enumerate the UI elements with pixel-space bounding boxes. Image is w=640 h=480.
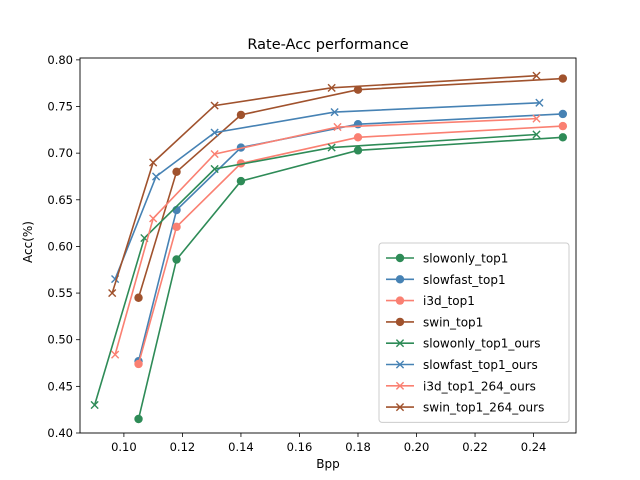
data-point-slowfast_top1_ours-3 <box>330 108 339 117</box>
legend-entry-swin_top1_264_ours: swin_top1_264_ours <box>386 401 544 415</box>
data-point-swin_top1_264_ours-2 <box>210 101 219 110</box>
y-tick-label: 0.75 <box>47 100 73 114</box>
y-axis-label: Acc(%) <box>21 221 35 263</box>
legend-entry-slowfast_top1_ours: slowfast_top1_ours <box>386 358 538 372</box>
legend-swatch-marker <box>395 275 405 284</box>
data-point-slowfast_top1_ours-2 <box>210 128 219 137</box>
legend-swatch-marker <box>395 381 405 390</box>
legend-label: swin_top1 <box>423 315 483 329</box>
y-tick-label: 0.45 <box>47 379 73 393</box>
legend-swatch-marker <box>395 403 405 412</box>
x-tick-label: 0.16 <box>287 440 313 454</box>
legend-entry-slowfast_top1: slowfast_top1 <box>386 273 506 287</box>
data-point-slowonly_top1-3 <box>353 146 363 155</box>
legend-label: slowonly_top1 <box>423 252 508 266</box>
data-point-slowonly_top1-0 <box>134 414 143 424</box>
data-point-swin_top1-3 <box>353 85 363 94</box>
data-point-slowonly_top1_ours-2 <box>210 164 219 174</box>
legend-label: swin_top1_264_ours <box>423 401 544 415</box>
data-point-i3d_top1-0 <box>134 359 143 369</box>
data-point-slowonly_top1-1 <box>172 255 181 264</box>
data-point-i3d_top1-4 <box>558 121 568 131</box>
legend-entry-i3d_top1_264_ours: i3d_top1_264_ours <box>386 379 536 393</box>
chart-title: Rate-Acc performance <box>247 37 408 53</box>
x-tick-label: 0.10 <box>111 440 137 454</box>
data-point-i3d_top1_264_ours-1 <box>149 214 158 223</box>
data-point-swin_top1_264_ours-4 <box>532 71 541 80</box>
series-swin_top1_264_ours <box>108 71 541 298</box>
legend-entry-i3d_top1: i3d_top1 <box>386 294 475 308</box>
legend-swatch-marker <box>395 360 405 369</box>
legend-label: i3d_top1_264_ours <box>423 379 536 393</box>
data-point-i3d_top1_264_ours-4 <box>532 114 541 123</box>
x-tick-label: 0.14 <box>228 440 254 454</box>
data-point-i3d_top1-1 <box>172 222 181 232</box>
series-swin_top1 <box>134 74 568 302</box>
legend-swatch-marker <box>395 339 405 348</box>
y-tick-label: 0.50 <box>47 333 73 347</box>
legend-swatch-marker <box>395 296 405 305</box>
x-axis-label: Bpp <box>316 457 339 471</box>
legend: slowonly_top1 slowfast_top1 i3d_top1 swin_t… <box>378 242 570 423</box>
legend-label: slowfast_top1 <box>423 273 506 287</box>
plot-area: 0.10 0.12 0.14 0.16 0.18 0.20 0.22 0.24 0.40 0.45… <box>47 53 577 454</box>
legend-label: i3d_top1 <box>423 294 475 308</box>
series-slowfast_top1_ours <box>111 98 544 284</box>
data-point-swin_top1_264_ours-1 <box>149 158 158 167</box>
y-tick-label: 0.65 <box>47 193 73 207</box>
x-tick-label: 0.18 <box>345 440 371 454</box>
legend-box <box>378 242 570 423</box>
legend-swatch-marker <box>395 253 405 263</box>
data-point-swin_top1-0 <box>134 293 143 302</box>
x-tick-label: 0.24 <box>521 440 547 454</box>
data-point-swin_top1-2 <box>236 110 246 120</box>
data-point-swin_top1_264_ours-3 <box>327 83 336 92</box>
series-slowonly_top1_ours <box>90 130 541 410</box>
legend-entry-swin_top1: swin_top1 <box>386 315 483 329</box>
x-tick-label: 0.20 <box>404 440 430 454</box>
x-tick-label: 0.22 <box>462 440 488 454</box>
data-point-i3d_top1_264_ours-2 <box>210 149 219 159</box>
data-point-slowonly_top1-2 <box>236 176 246 186</box>
data-point-slowfast_top1_ours-4 <box>535 98 544 107</box>
data-point-swin_top1-4 <box>558 74 568 83</box>
y-tick-label: 0.55 <box>47 286 73 300</box>
data-point-swin_top1_264_ours-0 <box>108 288 117 298</box>
legend-entry-slowonly_top1: slowonly_top1 <box>386 252 508 266</box>
series-i3d_top1_264_ours <box>111 114 541 359</box>
y-tick-label: 0.70 <box>47 146 73 160</box>
data-point-swin_top1-1 <box>172 167 181 177</box>
data-point-slowfast_top1_ours-1 <box>151 172 161 181</box>
data-point-slowonly_top1-4 <box>558 133 568 142</box>
y-tick-label: 0.40 <box>47 426 73 440</box>
legend-label: slowfast_top1_ours <box>423 358 538 372</box>
legend-swatch-marker <box>395 317 405 327</box>
data-point-i3d_top1_264_ours-3 <box>333 122 342 132</box>
data-point-slowonly_top1_ours-4 <box>532 130 541 139</box>
y-tick-label: 0.60 <box>47 239 73 253</box>
data-point-slowfast_top1-4 <box>558 109 568 119</box>
y-tick-label: 0.80 <box>47 53 73 67</box>
data-point-slowfast_top1-3 <box>353 120 363 129</box>
data-point-slowonly_top1_ours-3 <box>327 143 336 152</box>
data-point-i3d_top1-3 <box>353 133 363 142</box>
legend-entry-slowonly_top1_ours: slowonly_top1_ours <box>386 337 541 351</box>
x-tick-label: 0.12 <box>170 440 196 454</box>
data-point-slowonly_top1_ours-0 <box>90 400 99 410</box>
legend-label: slowonly_top1_ours <box>423 337 541 351</box>
axes-frame <box>79 57 577 434</box>
series-slowonly_top1 <box>134 133 568 424</box>
data-point-i3d_top1_264_ours-0 <box>111 350 120 359</box>
